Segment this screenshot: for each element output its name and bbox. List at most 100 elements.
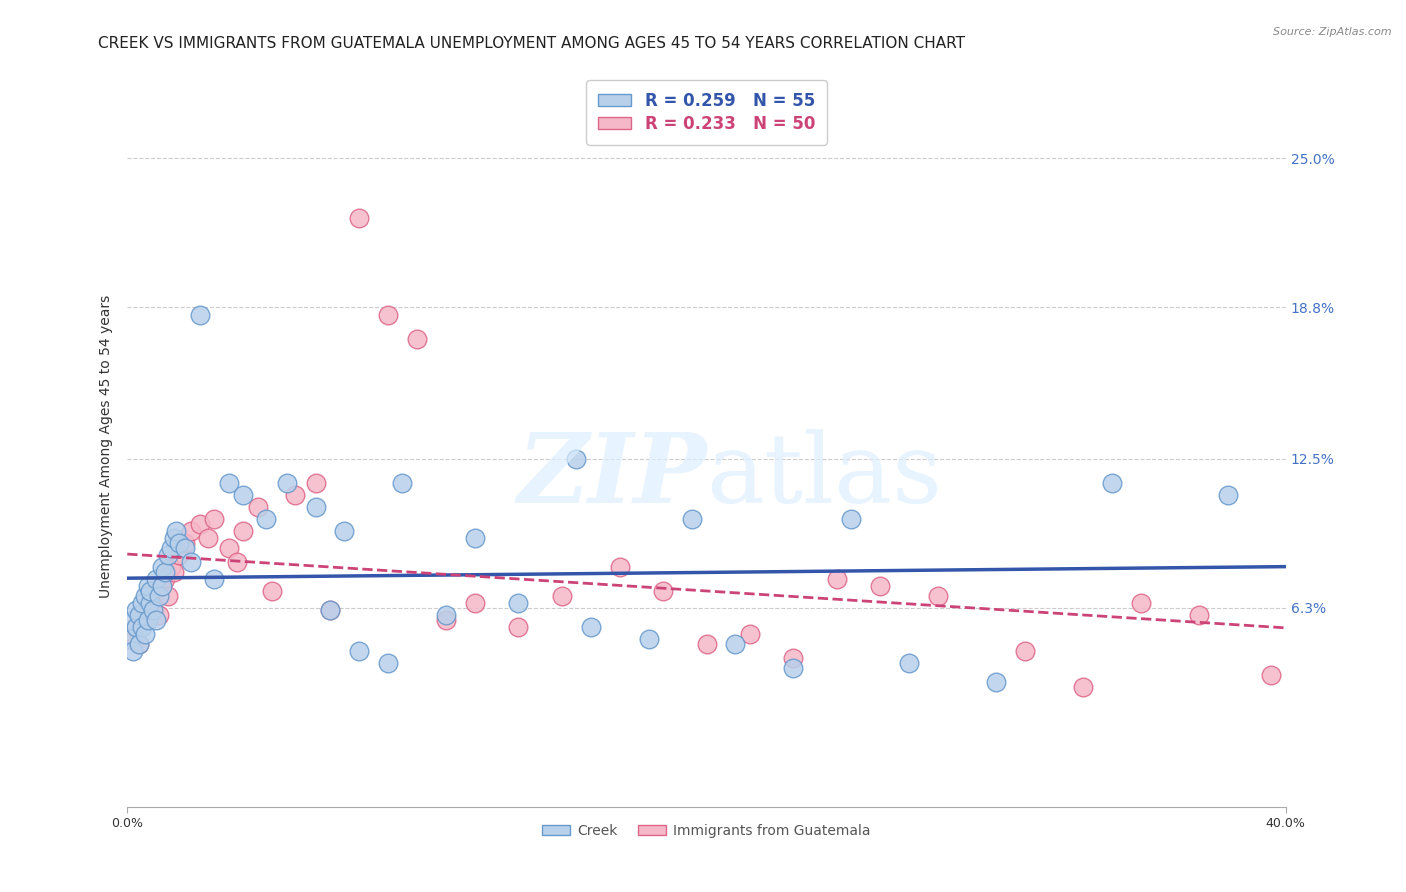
Y-axis label: Unemployment Among Ages 45 to 54 years: Unemployment Among Ages 45 to 54 years	[100, 295, 114, 599]
Point	[134, 589, 156, 603]
Point	[148, 607, 170, 622]
Point	[180, 524, 202, 538]
Point	[738, 627, 761, 641]
Point	[125, 620, 148, 634]
Point	[153, 565, 176, 579]
Point	[139, 583, 162, 598]
Point	[262, 583, 284, 598]
Point	[565, 451, 588, 466]
Point	[188, 308, 211, 322]
Point	[347, 211, 370, 226]
Point	[1014, 644, 1036, 658]
Point	[202, 572, 225, 586]
Point	[122, 644, 145, 658]
Point	[226, 555, 249, 569]
Point	[128, 607, 150, 622]
Point	[174, 536, 197, 550]
Point	[927, 589, 949, 603]
Point	[652, 583, 675, 598]
Point	[145, 583, 167, 598]
Point	[139, 596, 162, 610]
Point	[508, 596, 530, 610]
Point	[579, 620, 602, 634]
Point	[120, 632, 142, 646]
Point	[136, 613, 159, 627]
Point	[609, 559, 631, 574]
Point	[166, 524, 188, 538]
Point	[142, 589, 165, 603]
Point	[128, 637, 150, 651]
Point	[145, 572, 167, 586]
Point	[1071, 680, 1094, 694]
Point	[218, 541, 240, 555]
Point	[150, 579, 173, 593]
Point	[202, 512, 225, 526]
Point	[122, 627, 145, 641]
Point	[153, 572, 176, 586]
Point	[125, 603, 148, 617]
Point	[1216, 488, 1239, 502]
Point	[825, 572, 848, 586]
Point	[131, 596, 153, 610]
Point	[188, 516, 211, 531]
Point	[391, 475, 413, 490]
Point	[637, 632, 659, 646]
Point	[1188, 607, 1211, 622]
Point	[869, 579, 891, 593]
Point	[145, 613, 167, 627]
Point	[254, 512, 277, 526]
Point	[134, 627, 156, 641]
Point	[284, 488, 307, 502]
Point	[434, 613, 457, 627]
Point	[232, 524, 254, 538]
Point	[134, 613, 156, 627]
Point	[724, 637, 747, 651]
Point	[319, 603, 342, 617]
Point	[377, 308, 399, 322]
Point	[169, 548, 191, 562]
Point	[162, 565, 184, 579]
Point	[782, 661, 804, 675]
Text: Source: ZipAtlas.com: Source: ZipAtlas.com	[1274, 27, 1392, 37]
Point	[984, 675, 1007, 690]
Point	[125, 620, 148, 634]
Point	[139, 596, 162, 610]
Point	[128, 637, 150, 651]
Point	[136, 603, 159, 617]
Point	[246, 500, 269, 514]
Point	[232, 488, 254, 502]
Point	[159, 559, 181, 574]
Point	[681, 512, 703, 526]
Point	[1101, 475, 1123, 490]
Text: atlas: atlas	[706, 428, 942, 523]
Point	[464, 531, 486, 545]
Point	[122, 613, 145, 627]
Legend: Creek, Immigrants from Guatemala: Creek, Immigrants from Guatemala	[537, 818, 876, 843]
Point	[333, 524, 356, 538]
Point	[150, 579, 173, 593]
Point	[131, 620, 153, 634]
Point	[508, 620, 530, 634]
Point	[120, 632, 142, 646]
Point	[304, 475, 326, 490]
Point	[377, 656, 399, 670]
Point	[148, 589, 170, 603]
Point	[156, 548, 179, 562]
Point	[1260, 668, 1282, 682]
Point	[136, 579, 159, 593]
Point	[156, 589, 179, 603]
Point	[406, 332, 429, 346]
Point	[174, 541, 197, 555]
Point	[142, 603, 165, 617]
Point	[197, 531, 219, 545]
Text: CREEK VS IMMIGRANTS FROM GUATEMALA UNEMPLOYMENT AMONG AGES 45 TO 54 YEARS CORREL: CREEK VS IMMIGRANTS FROM GUATEMALA UNEMP…	[98, 36, 966, 51]
Point	[347, 644, 370, 658]
Point	[276, 475, 298, 490]
Point	[464, 596, 486, 610]
Point	[304, 500, 326, 514]
Point	[150, 559, 173, 574]
Point	[159, 541, 181, 555]
Point	[782, 651, 804, 665]
Point	[550, 589, 572, 603]
Point	[839, 512, 862, 526]
